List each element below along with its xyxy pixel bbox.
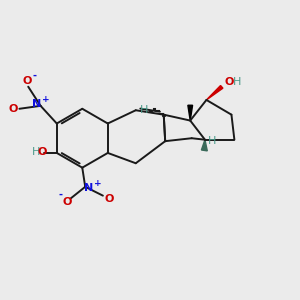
Text: -: - (58, 190, 62, 200)
Text: O: O (9, 104, 18, 114)
Text: H: H (140, 105, 148, 115)
Text: O: O (62, 197, 72, 207)
Text: N: N (32, 99, 42, 110)
Text: H: H (32, 147, 41, 158)
Polygon shape (201, 140, 207, 151)
Text: +: + (42, 95, 50, 104)
Polygon shape (188, 105, 193, 121)
Text: O: O (38, 147, 47, 158)
Text: +: + (94, 179, 101, 188)
Polygon shape (206, 85, 223, 100)
Text: N: N (84, 183, 93, 193)
Text: H: H (208, 136, 217, 146)
Text: O: O (23, 76, 32, 85)
Text: O: O (105, 194, 114, 204)
Text: -: - (33, 70, 37, 80)
Text: O: O (224, 77, 234, 87)
Text: H: H (233, 77, 242, 87)
